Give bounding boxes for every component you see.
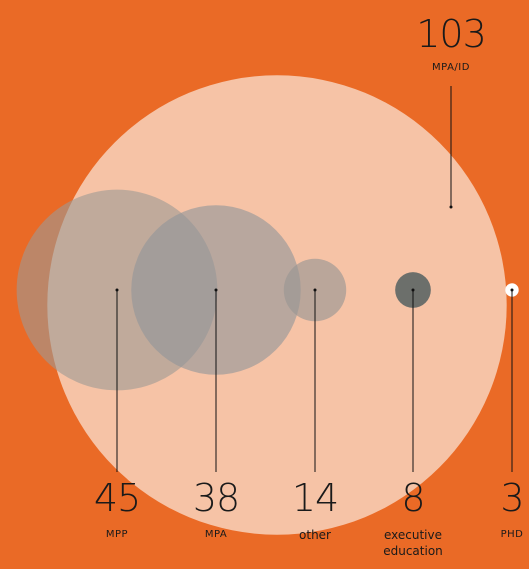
leader-dot xyxy=(313,288,317,292)
leader-dot xyxy=(214,288,218,292)
value-label: 45 xyxy=(93,476,141,520)
value-label: 3 xyxy=(500,476,524,520)
value-label: 38 xyxy=(192,476,240,520)
category-label: MPP xyxy=(105,529,129,540)
leader-dot xyxy=(449,205,453,209)
value-label: 14 xyxy=(291,476,339,520)
leader-dot xyxy=(411,288,415,292)
category-label: executive education xyxy=(383,528,443,558)
category-label: MPA/ID xyxy=(432,62,470,73)
leader-dot xyxy=(510,288,514,292)
value-label: 103 xyxy=(416,12,487,56)
category-label: other xyxy=(299,528,331,542)
leader-dot xyxy=(115,288,119,292)
category-label: MPA xyxy=(204,529,228,540)
value-label: 8 xyxy=(401,476,425,520)
category-label: PHD xyxy=(500,529,524,540)
